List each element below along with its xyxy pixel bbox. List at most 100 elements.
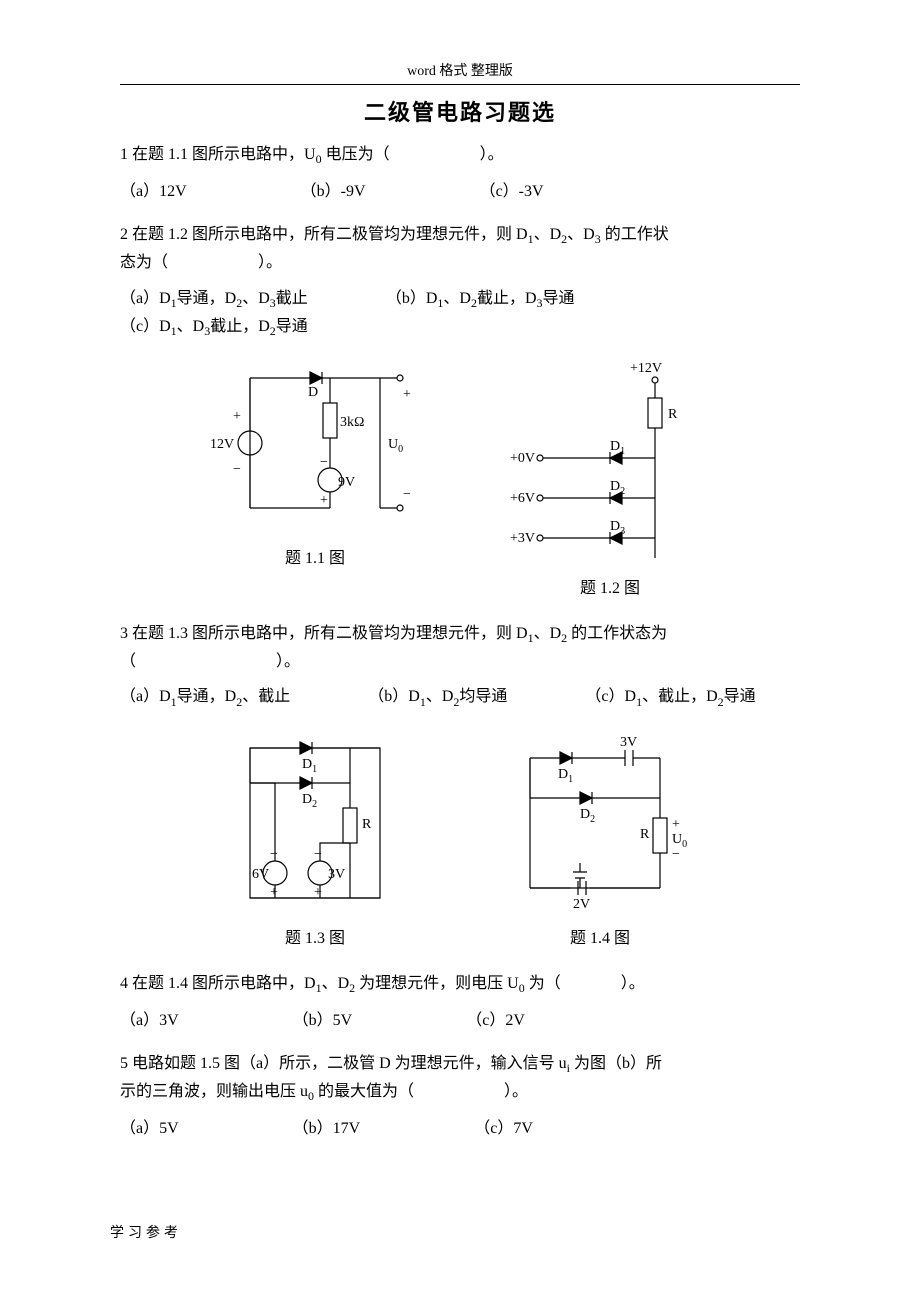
q2-opt-a: （a）D1 导通，D2、D3 截止 <box>120 285 308 314</box>
t: 、D <box>534 625 562 642</box>
t: 导通 <box>276 313 308 340</box>
page-footer: 学习参考 <box>0 1222 920 1242</box>
t: 的最大值为（ <box>314 1083 414 1100</box>
q1-text: 1 在题 1.1 图所示电路中，U0 电压为（）。 <box>120 141 800 170</box>
t: ）。 <box>276 653 300 670</box>
svg-text:3kΩ: 3kΩ <box>340 415 364 430</box>
svg-text:+6V: +6V <box>510 491 535 506</box>
page-title: 二级管电路习题选 <box>120 95 800 127</box>
t: 均导通 <box>459 683 507 710</box>
t: （c）D <box>585 683 636 710</box>
q5-opts: （a）5V （b）17V （c）7V <box>120 1115 800 1142</box>
q4-opt-b: （b）5V <box>293 1007 353 1034</box>
svg-text:−: − <box>314 847 322 862</box>
t: 的工作状态为 <box>567 625 667 642</box>
q2-l1e: 的工作状 <box>601 226 669 243</box>
t: 、D <box>443 285 471 312</box>
t: 为（ <box>525 975 561 992</box>
fig11-caption: 题 1.1 图 <box>285 544 345 568</box>
q2-m1: 、D <box>534 226 562 243</box>
svg-text:−: − <box>233 462 241 477</box>
q3-opts: （a）D1 导通，D2、截止 （b）D1、D2 均导通 （c）D1、截止，D2 … <box>120 683 800 712</box>
svg-text:+: + <box>672 817 680 832</box>
q2-opt-b: （b）D1、D2 截止，D3 导通 <box>386 285 575 314</box>
t: 、D <box>426 683 454 710</box>
q3-opt-c: （c）D1、截止，D2 导通 <box>585 683 755 712</box>
svg-text:+0V: +0V <box>510 451 535 466</box>
q5-opt-c: （c）7V <box>474 1115 533 1142</box>
q1-pre: 1 在题 1.1 图所示电路中，U <box>120 146 316 163</box>
t: 、D <box>177 313 205 340</box>
t: 为图（b）所 <box>570 1055 662 1072</box>
q1-opt-b: （b）-9V <box>301 178 366 205</box>
q1-opt-c: （c）-3V <box>480 178 544 205</box>
q4-opt-a: （a）3V <box>120 1007 179 1034</box>
q2-l1: 2 在题 1.2 图所示电路中，所有二极管均为理想元件，则 D <box>120 226 528 243</box>
q1-opt-a: （a）12V <box>120 178 187 205</box>
q2-opts: （a）D1 导通，D2、D3 截止 （b）D1、D2 截止，D3 导通 （c）D… <box>120 285 800 342</box>
t: 3 在题 1.3 图所示电路中，所有二极管均为理想元件，则 D <box>120 625 528 642</box>
svg-text:D1: D1 <box>302 757 317 775</box>
svg-text:−: − <box>403 487 411 502</box>
q5-opt-a: （a）5V <box>120 1115 179 1142</box>
svg-text:R: R <box>362 817 372 832</box>
figure-1-3: D1 D2 R 6V − <box>220 728 410 918</box>
svg-text:2V: 2V <box>573 897 590 912</box>
t: 、截止，D <box>642 683 718 710</box>
q5-opt-b: （b）17V <box>293 1115 361 1142</box>
t: 截止，D <box>477 285 537 312</box>
fig13-caption: 题 1.3 图 <box>285 924 345 948</box>
t: 4 在题 1.4 图所示电路中，D <box>120 975 316 992</box>
t: （c）D <box>120 313 171 340</box>
q2-l2e: ）。 <box>258 254 282 271</box>
svg-text:+: + <box>403 387 411 402</box>
svg-text:3V: 3V <box>328 867 345 882</box>
figure-1-1: + − + − + − D 3kΩ 12V 9V U0 <box>210 358 420 538</box>
fig14-caption: 题 1.4 图 <box>570 924 630 948</box>
t: （b）D <box>368 683 420 710</box>
q3-opt-a: （a）D1 导通，D2、截止 <box>120 683 290 712</box>
t: 截止，D <box>210 313 270 340</box>
svg-text:D2: D2 <box>302 792 317 810</box>
q1-end: ）。 <box>480 146 504 163</box>
figure-1-4: D1 3V D2 R + − U0 <box>500 728 700 918</box>
svg-text:+: + <box>314 885 322 900</box>
t: 导通 <box>543 285 575 312</box>
q4-text: 4 在题 1.4 图所示电路中，D1、D2 为理想元件，则电压 U0 为（）。 <box>120 970 800 999</box>
q4-opt-c: （c）2V <box>466 1007 525 1034</box>
footer-text: 学习参考 <box>0 1222 920 1242</box>
figure-1-2: +12V R +0V D1 +6V <box>510 358 710 568</box>
t: （b）D <box>386 285 438 312</box>
q1-suf: 电压为（ <box>322 146 390 163</box>
q3-text: 3 在题 1.3 图所示电路中，所有二极管均为理想元件，则 D1、D2 的工作状… <box>120 620 800 676</box>
t: 、截止 <box>242 683 290 710</box>
q1-opts: （a）12V （b）-9V （c）-3V <box>120 178 800 205</box>
svg-text:R: R <box>640 827 650 842</box>
t: ）。 <box>621 975 645 992</box>
q3-opt-b: （b）D1、D2 均导通 <box>368 683 507 712</box>
svg-text:+12V: +12V <box>630 361 662 376</box>
svg-text:+3V: +3V <box>510 531 535 546</box>
svg-text:D1: D1 <box>558 767 573 785</box>
svg-text:12V: 12V <box>210 437 234 452</box>
svg-text:6V: 6V <box>252 867 269 882</box>
svg-text:−: − <box>320 455 328 470</box>
t: （ <box>120 653 136 670</box>
t: 截止 <box>276 285 308 312</box>
q2-l2: 态为（ <box>120 254 168 271</box>
svg-text:9V: 9V <box>338 475 355 490</box>
t: （a）D <box>120 285 171 312</box>
svg-text:D2: D2 <box>580 807 595 825</box>
svg-text:−: − <box>672 847 680 862</box>
t: ）。 <box>504 1083 528 1100</box>
t: （a）D <box>120 683 171 710</box>
q2-opt-c: （c）D1、D3 截止，D2 导通 <box>120 313 308 342</box>
svg-text:U0: U0 <box>388 437 403 455</box>
t: 示的三角波，则输出电压 u <box>120 1083 308 1100</box>
t: 、D <box>322 975 350 992</box>
q4-opts: （a）3V （b）5V （c）2V <box>120 1007 800 1034</box>
t: 为理想元件，则电压 U <box>355 975 519 992</box>
t: 5 电路如题 1.5 图（a）所示，二极管 D 为理想元件，输入信号 u <box>120 1055 567 1072</box>
t: 导通 <box>724 683 756 710</box>
svg-text:R: R <box>668 407 678 422</box>
